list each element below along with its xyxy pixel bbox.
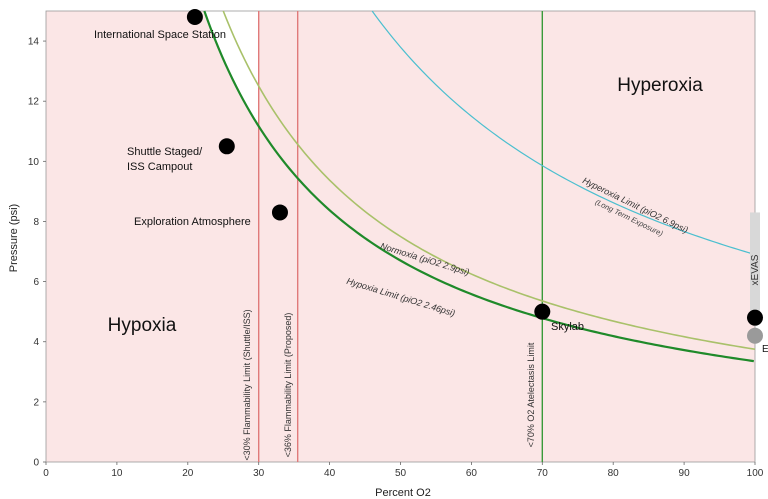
series-line-2 xyxy=(371,10,756,256)
x-tick-label: 100 xyxy=(747,468,764,479)
y-axis-label: Pressure (psi) xyxy=(8,204,20,272)
y-tick-label: 8 xyxy=(33,217,39,228)
y-tick-label: 14 xyxy=(28,37,40,48)
y-tick-label: 2 xyxy=(33,397,39,408)
y-tick-label: 10 xyxy=(28,157,40,168)
y-tick-label: 0 xyxy=(33,458,39,469)
region-hyperoxia xyxy=(258,11,755,462)
x-axis-label: Percent O2 xyxy=(375,487,431,499)
curves-layer xyxy=(203,10,756,363)
x-tick-label: 90 xyxy=(679,468,691,479)
region-label-hyperoxia: Hyperoxia xyxy=(617,75,703,96)
vline-label-36: <36% Flammability Limit (Proposed) xyxy=(283,313,293,458)
x-tick-label: 70 xyxy=(537,468,549,479)
point-label-exploration: Exploration Atmosphere xyxy=(134,216,251,228)
x-tick-label: 10 xyxy=(111,468,123,479)
y-tick-label: 6 xyxy=(33,277,39,288)
y-tick-label: 4 xyxy=(33,337,39,348)
data-point-3 xyxy=(534,303,551,320)
data-point-5 xyxy=(747,327,763,344)
vline-label-70: <70% O2 Atelectasis Limit xyxy=(526,342,536,447)
point-label-e: E xyxy=(762,344,768,355)
point-label-shuttle-line2: ISS Campout xyxy=(127,161,192,173)
series-line-1 xyxy=(222,10,756,351)
region-label-hypoxia: Hypoxia xyxy=(108,315,177,336)
band-label-xevas: xEVAS xyxy=(750,254,761,285)
series-line-0 xyxy=(203,10,754,363)
points-layer xyxy=(186,9,763,344)
point-label-iss: International Space Station xyxy=(94,29,226,41)
y-tick-label: 12 xyxy=(28,97,40,108)
point-label-shuttle: Shuttle Staged/ xyxy=(127,146,203,158)
band-xevas xyxy=(750,212,760,315)
x-tick-label: 80 xyxy=(608,468,620,479)
regions-layer xyxy=(46,11,755,462)
data-point-4 xyxy=(747,309,763,326)
x-tick-label: 0 xyxy=(43,468,49,479)
x-tick-label: 40 xyxy=(324,468,336,479)
vline-label-30: <30% Flammability Limit (Shuttle/ISS) xyxy=(242,309,252,460)
x-tick-label: 50 xyxy=(395,468,407,479)
x-tick-label: 20 xyxy=(182,468,194,479)
data-point-1 xyxy=(218,138,235,155)
x-tick-label: 60 xyxy=(466,468,478,479)
data-point-2 xyxy=(271,204,288,221)
data-point-0 xyxy=(186,9,203,26)
x-tick-label: 30 xyxy=(253,468,265,479)
point-label-skylab: Skylab xyxy=(551,321,584,333)
